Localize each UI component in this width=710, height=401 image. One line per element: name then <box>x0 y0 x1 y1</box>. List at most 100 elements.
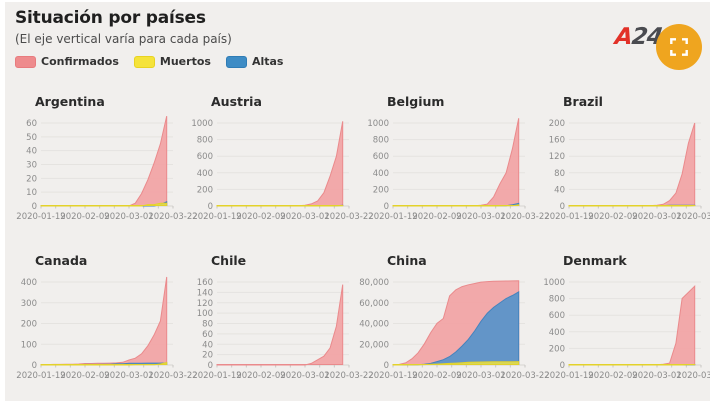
svg-text:0: 0 <box>560 361 565 371</box>
svg-text:2020-03-01: 2020-03-01 <box>456 371 505 381</box>
chart-cell-belgium: Belgium 0 200 400 600 800 1000 2020-01-19 2020-0… <box>359 94 550 223</box>
svg-text:160: 160 <box>197 278 213 288</box>
svg-text:2020-02-09: 2020-02-09 <box>588 212 637 222</box>
chart-cell-austria: Austria 0 200 400 600 800 1000 2020-01-19 2020-0… <box>183 94 373 223</box>
chart-title-belgium: Belgium <box>387 94 445 109</box>
svg-text:1000: 1000 <box>367 119 389 129</box>
svg-text:0: 0 <box>560 202 565 212</box>
svg-text:400: 400 <box>21 278 37 288</box>
chart-plot-denmark: 020040060080010002020-01-192020-02-09202… <box>543 278 710 381</box>
fullscreen-button[interactable] <box>656 24 702 70</box>
svg-text:0: 0 <box>208 202 213 212</box>
svg-text:0: 0 <box>32 361 37 371</box>
svg-text:80: 80 <box>554 169 565 179</box>
svg-text:60: 60 <box>202 330 213 340</box>
svg-text:1000: 1000 <box>191 119 213 129</box>
chart-plot-canada: 01002003004002020-01-192020-02-092020-03… <box>16 276 198 381</box>
chart-cell-argentina: Argentina 0 10 20 30 40 50 60 2020-01-19 2020-02-… <box>7 94 197 223</box>
svg-text:30: 30 <box>26 161 37 171</box>
svg-text:2020-03-22: 2020-03-22 <box>148 371 197 381</box>
svg-text:2020-02-09: 2020-02-09 <box>236 212 285 222</box>
svg-text:0: 0 <box>208 361 213 371</box>
svg-text:60: 60 <box>26 119 37 129</box>
svg-text:2020-03-01: 2020-03-01 <box>104 212 153 222</box>
chart-cell-china: China 0 20,000 40,000 60,000 80,000 2020-01-19… <box>359 253 549 382</box>
svg-text:140: 140 <box>197 288 213 298</box>
svg-text:2020-02-09: 2020-02-09 <box>412 371 461 381</box>
svg-text:400: 400 <box>549 328 565 338</box>
svg-text:2020-01-19: 2020-01-19 <box>192 371 241 381</box>
page-title: Situación por países <box>15 8 206 28</box>
svg-text:600: 600 <box>197 152 213 162</box>
chart-plot-brazil: 040801201602002020-01-192020-02-092020-0… <box>544 119 710 222</box>
chart-title-china: China <box>387 253 427 268</box>
svg-text:0: 0 <box>384 361 389 371</box>
svg-text:50: 50 <box>26 133 37 143</box>
svg-text:2020-02-09: 2020-02-09 <box>60 371 109 381</box>
svg-text:200: 200 <box>373 185 389 195</box>
svg-text:2020-03-22: 2020-03-22 <box>676 212 710 222</box>
svg-text:2020-03-01: 2020-03-01 <box>280 371 329 381</box>
svg-text:600: 600 <box>549 311 565 321</box>
legend-label: Altas <box>251 55 284 68</box>
svg-text:300: 300 <box>21 299 37 309</box>
svg-text:120: 120 <box>549 152 565 162</box>
svg-text:800: 800 <box>373 136 389 146</box>
page-subtitle: (El eje vertical varía para cada país) <box>15 32 232 46</box>
svg-text:600: 600 <box>373 152 389 162</box>
svg-text:2020-01-19: 2020-01-19 <box>192 212 241 222</box>
svg-text:2020-02-09: 2020-02-09 <box>588 371 637 381</box>
svg-text:160: 160 <box>549 136 565 146</box>
chart-cell-denmark: Denmark 0 200 400 600 800 1000 2020-01-19 2020-0… <box>535 253 710 382</box>
chart-cell-brazil: Brazil 0 40 80 120 160 200 2020-01-19 2020-02-09… <box>535 94 710 223</box>
svg-text:80,000: 80,000 <box>359 278 389 288</box>
svg-text:200: 200 <box>21 320 37 330</box>
svg-text:200: 200 <box>197 185 213 195</box>
svg-text:2020-02-09: 2020-02-09 <box>412 212 461 222</box>
svg-text:40: 40 <box>26 147 37 157</box>
svg-text:80: 80 <box>202 320 213 330</box>
svg-text:20,000: 20,000 <box>359 340 389 350</box>
chart-plot-china: 020,00040,00060,00080,0002020-01-192020-… <box>359 278 549 381</box>
svg-text:400: 400 <box>197 169 213 179</box>
svg-text:2020-02-09: 2020-02-09 <box>60 212 109 222</box>
svg-text:40: 40 <box>554 185 565 195</box>
svg-text:2020-01-19: 2020-01-19 <box>368 371 417 381</box>
chart-header: Situación por países (El eje vertical va… <box>15 8 283 68</box>
chart-title-argentina: Argentina <box>35 94 105 109</box>
svg-text:200: 200 <box>549 344 565 354</box>
svg-text:1000: 1000 <box>543 278 565 288</box>
svg-text:2020-01-19: 2020-01-19 <box>16 371 65 381</box>
legend-item-altas: Altas <box>225 55 284 68</box>
legend-swatch-confirmados <box>15 55 36 68</box>
svg-text:2020-01-19: 2020-01-19 <box>544 212 593 222</box>
svg-text:400: 400 <box>373 169 389 179</box>
svg-text:2020-03-22: 2020-03-22 <box>676 371 710 381</box>
chart-plot-belgium: 020040060080010002020-01-192020-02-09202… <box>367 118 550 222</box>
svg-text:2020-03-01: 2020-03-01 <box>632 212 681 222</box>
svg-text:2020-03-01: 2020-03-01 <box>632 371 681 381</box>
svg-text:800: 800 <box>549 295 565 305</box>
svg-text:100: 100 <box>197 309 213 319</box>
svg-text:2020-03-22: 2020-03-22 <box>500 212 549 222</box>
chart-title-brazil: Brazil <box>563 94 603 109</box>
svg-text:10: 10 <box>26 188 37 198</box>
svg-text:2020-03-22: 2020-03-22 <box>324 212 373 222</box>
legend-swatch-altas <box>225 55 247 68</box>
svg-text:2020-03-22: 2020-03-22 <box>324 371 373 381</box>
chart-title-chile: Chile <box>211 253 247 268</box>
svg-text:200: 200 <box>549 119 565 129</box>
legend-label: Confirmados <box>41 55 119 68</box>
chart-title-canada: Canada <box>35 253 88 268</box>
charts-grid: Argentina 0 10 20 30 40 50 60 2020-01-19 2020-02-… <box>7 94 710 382</box>
svg-text:0: 0 <box>32 202 37 212</box>
legend-label: Muertos <box>159 55 211 68</box>
svg-text:2020-03-01: 2020-03-01 <box>280 212 329 222</box>
svg-text:40,000: 40,000 <box>359 320 389 330</box>
svg-text:2020-01-19: 2020-01-19 <box>544 371 593 381</box>
chart-cell-canada: Canada 0 100 200 300 400 2020-01-19 2020-02-09 2… <box>7 253 198 382</box>
svg-text:2020-03-22: 2020-03-22 <box>148 212 197 222</box>
chart-title-austria: Austria <box>211 94 262 109</box>
